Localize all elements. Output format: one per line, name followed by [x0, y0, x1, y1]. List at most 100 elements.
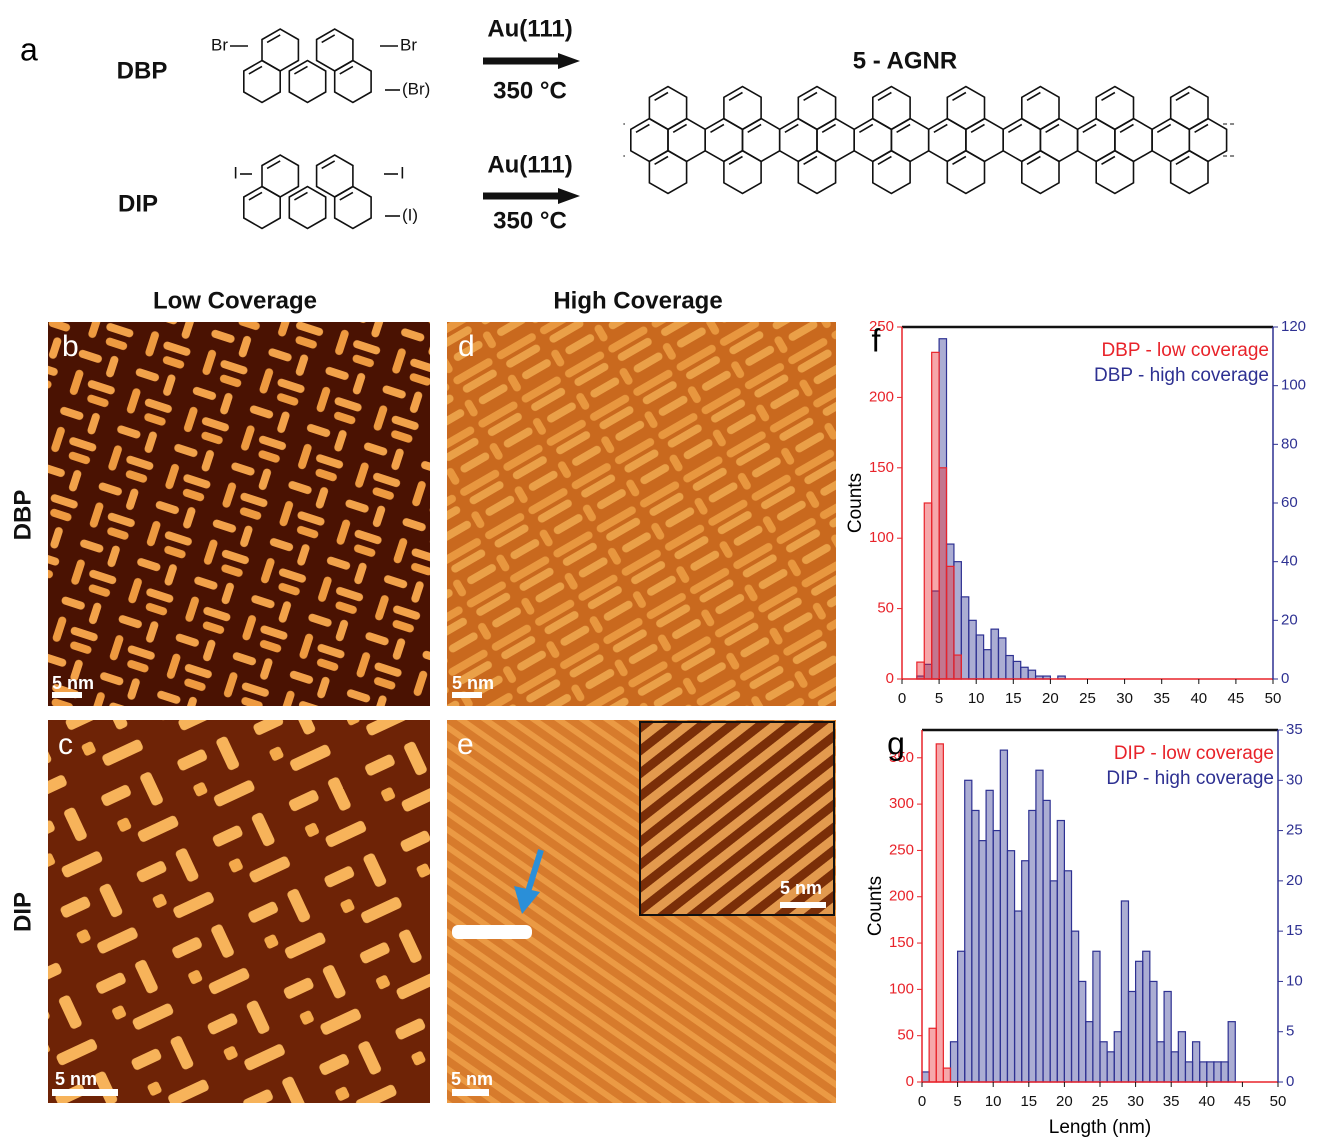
y2-tick-label: 80 [1281, 435, 1298, 452]
x-tick-label: 35 [1163, 1093, 1180, 1110]
y-tick-label: 0 [906, 1073, 914, 1090]
bar [972, 810, 979, 1082]
y-tick-label: 250 [889, 841, 914, 858]
bar [1128, 991, 1135, 1082]
bar [1193, 1042, 1200, 1082]
bar [917, 662, 924, 679]
x-tick-label: 20 [1056, 1093, 1073, 1110]
bar [984, 650, 991, 679]
molecule [244, 29, 371, 103]
bar [1207, 1062, 1214, 1082]
bar [998, 638, 1005, 679]
bar [1214, 1062, 1221, 1082]
legend-entry: DIP - low coverage [1114, 743, 1274, 764]
x-tick-label: 30 [1127, 1093, 1144, 1110]
column-header: High Coverage [553, 287, 722, 314]
panel-letter: e [457, 728, 474, 761]
bar [1022, 861, 1029, 1082]
x-tick-label: 50 [1270, 1093, 1287, 1110]
panel-letter: b [62, 330, 79, 363]
substituent: I [400, 163, 405, 182]
bar [1036, 770, 1043, 1082]
scale-bar [52, 692, 82, 698]
scale-bar-label: 5 nm [55, 1069, 97, 1089]
scale-bar [452, 1089, 489, 1096]
x-tick-label: 0 [898, 690, 906, 707]
bar [1143, 951, 1150, 1082]
bar [950, 1042, 957, 1082]
bar [1121, 901, 1128, 1082]
substituent: Br [211, 35, 228, 54]
bar [1057, 821, 1064, 1082]
bar [1006, 656, 1013, 679]
x-tick-label: 35 [1153, 690, 1170, 707]
bar [954, 655, 961, 679]
x-tick-label: 10 [985, 1093, 1002, 1110]
bar [965, 780, 972, 1082]
bar [932, 352, 939, 679]
scale-bar-label: 5 nm [780, 878, 822, 898]
bar [924, 503, 931, 679]
bar [961, 597, 968, 679]
scale-bar-label: 5 nm [52, 673, 94, 693]
figure: a DBP DIP Br Br (Br) I I (I) Au(111) 350… [0, 0, 1318, 1141]
bar [976, 635, 983, 679]
scale-bar [780, 902, 826, 908]
y-tick-label: 100 [889, 980, 914, 997]
bar [986, 790, 993, 1082]
x-tick-label: 25 [1079, 690, 1096, 707]
legend-entry: DBP - high coverage [1094, 365, 1269, 386]
bar [1007, 851, 1014, 1082]
bar [943, 1068, 950, 1082]
temperature: 350 °C [493, 207, 567, 234]
scale-bar [52, 1089, 118, 1096]
x-tick-label: 10 [968, 690, 985, 707]
x-tick-label: 0 [918, 1093, 926, 1110]
substituent: (Br) [402, 79, 430, 98]
substituent: (I) [402, 205, 418, 224]
y-axis-label: Counts [865, 876, 886, 936]
bar [991, 629, 998, 679]
stm-image [447, 322, 836, 706]
y2-tick-label: 10 [1286, 972, 1303, 989]
substituent: I [233, 163, 238, 182]
y-tick-label: 200 [869, 388, 894, 405]
bar [936, 744, 943, 1082]
column-header: Low Coverage [153, 287, 317, 314]
stm-image [48, 720, 430, 1103]
bar [1079, 981, 1086, 1082]
bar [939, 468, 946, 679]
bar [1015, 911, 1022, 1082]
bar [1050, 881, 1057, 1082]
y2-tick-label: 100 [1281, 377, 1306, 394]
y2-tick-label: 60 [1281, 494, 1298, 511]
panel-letter: d [458, 330, 475, 363]
y-tick-label: 50 [877, 600, 894, 617]
y-tick-label: 100 [869, 529, 894, 546]
x-tick-label: 30 [1116, 690, 1133, 707]
y2-tick-label: 20 [1281, 611, 1298, 628]
y-axis-label: Counts [845, 473, 866, 533]
bar [929, 1028, 936, 1082]
ribbon [623, 87, 1234, 194]
panel-letter: f [872, 322, 881, 358]
x-tick-label: 50 [1265, 690, 1282, 707]
x-tick-label: 15 [1020, 1093, 1037, 1110]
bar [1200, 1062, 1207, 1082]
y2-tick-label: 0 [1286, 1073, 1294, 1090]
legend-entry: DBP - low coverage [1101, 340, 1269, 361]
x-tick-label: 40 [1190, 690, 1207, 707]
bar [969, 620, 976, 679]
temperature: 350 °C [493, 77, 567, 104]
scale-bar-label: 5 nm [451, 1069, 493, 1089]
x-tick-label: 15 [1005, 690, 1022, 707]
y-tick-label: 50 [897, 1027, 914, 1044]
y2-tick-label: 30 [1286, 771, 1303, 788]
bar [922, 1072, 929, 1082]
x-tick-label: 5 [953, 1093, 961, 1110]
bar [1064, 871, 1071, 1082]
x-tick-label: 45 [1228, 690, 1245, 707]
molecule [244, 155, 371, 229]
bar [958, 951, 965, 1082]
bar [1021, 667, 1028, 679]
